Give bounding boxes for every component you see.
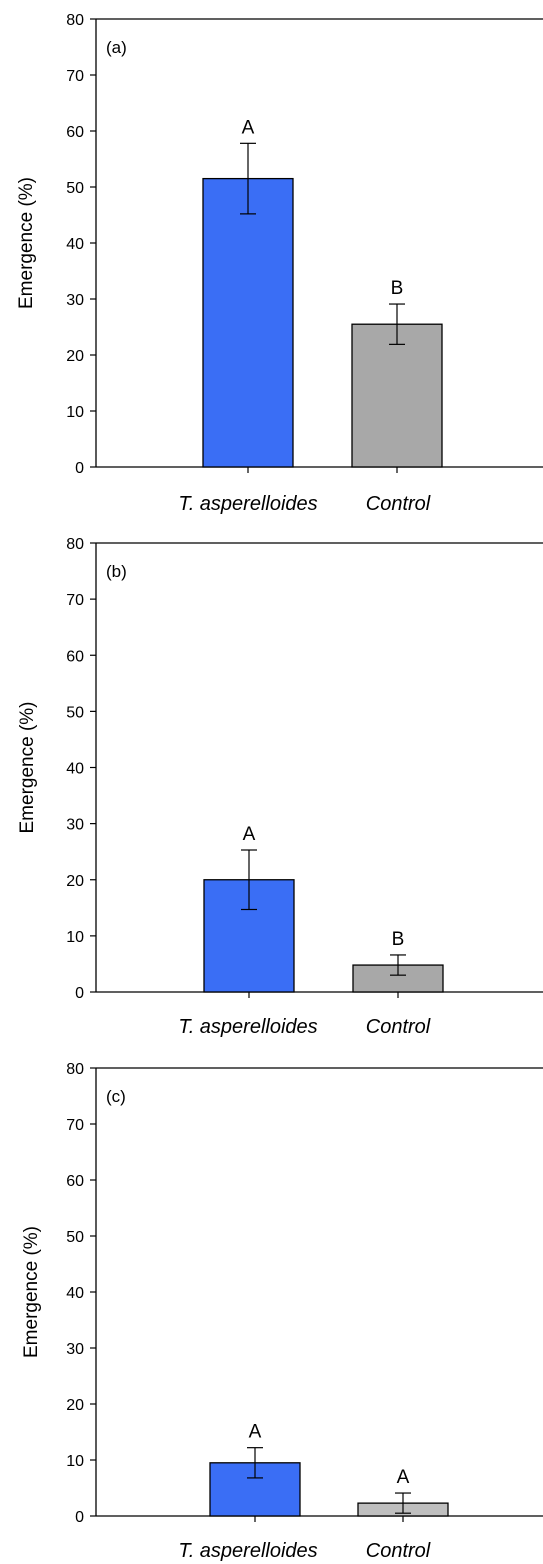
significance-letter: A — [242, 117, 255, 138]
y-tick-label: 60 — [66, 1173, 84, 1190]
x-category-label: T. asperelloides — [178, 493, 317, 515]
y-tick-label: 80 — [66, 12, 84, 29]
panel-label: (c) — [106, 1087, 126, 1106]
y-tick-label: 40 — [66, 236, 84, 253]
y-axis-label: Emergence (%) — [17, 702, 38, 834]
y-tick-label: 20 — [66, 873, 84, 890]
y-tick-label: 0 — [75, 1509, 84, 1526]
y-tick-label: 0 — [75, 460, 84, 477]
y-axis-label: Emergence (%) — [21, 1226, 42, 1358]
y-tick-label: 40 — [66, 1285, 84, 1302]
bar — [202, 177, 294, 468]
y-tick-label: 50 — [66, 180, 84, 197]
y-tick-label: 80 — [66, 1061, 84, 1078]
significance-letter: A — [243, 824, 256, 845]
y-tick-label: 20 — [66, 348, 84, 365]
x-category-label: T. asperelloides — [178, 1540, 317, 1562]
panel-label: (b) — [106, 562, 127, 581]
x-category-label: T. asperelloides — [178, 1016, 317, 1038]
y-tick-label: 10 — [66, 1453, 84, 1470]
y-tick-label: 50 — [66, 704, 84, 721]
y-tick-label: 30 — [66, 817, 84, 834]
y-axis-label: Emergence (%) — [16, 177, 37, 309]
y-tick-label: 30 — [66, 1341, 84, 1358]
significance-letter: A — [397, 1467, 410, 1488]
y-tick-label: 80 — [66, 536, 84, 553]
significance-letter: B — [392, 929, 405, 950]
y-tick-label: 70 — [66, 1117, 84, 1134]
y-tick-label: 20 — [66, 1397, 84, 1414]
y-tick-label: 10 — [66, 404, 84, 421]
y-tick-label: 70 — [66, 592, 84, 609]
y-tick-label: 40 — [66, 761, 84, 778]
y-tick-label: 60 — [66, 124, 84, 141]
bar — [351, 323, 443, 468]
x-category-label: Control — [366, 493, 431, 515]
significance-letter: A — [249, 1422, 262, 1443]
y-tick-label: 60 — [66, 648, 84, 665]
y-tick-label: 30 — [66, 292, 84, 309]
y-tick-label: 50 — [66, 1229, 84, 1246]
panel-label: (a) — [106, 38, 127, 57]
x-category-label: Control — [366, 1016, 431, 1038]
x-category-label: Control — [366, 1540, 431, 1562]
significance-letter: B — [391, 278, 404, 299]
y-tick-label: 10 — [66, 929, 84, 946]
y-tick-label: 70 — [66, 68, 84, 85]
y-tick-label: 0 — [75, 985, 84, 1002]
